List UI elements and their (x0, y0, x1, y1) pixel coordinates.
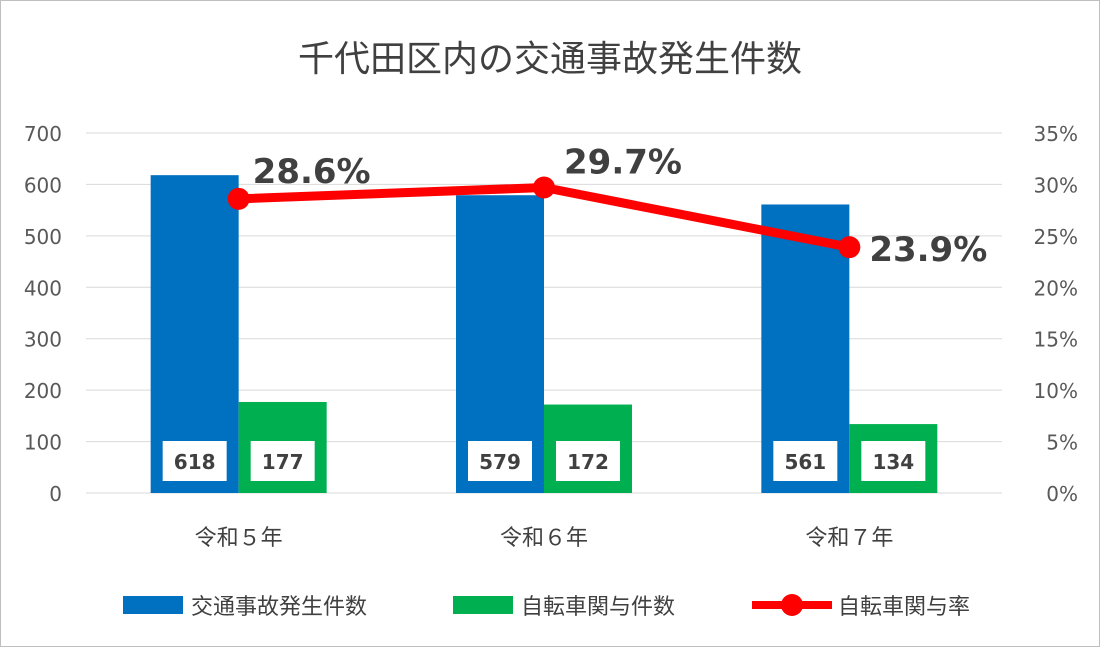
data-label: 134 (872, 450, 914, 474)
x-tick-label: 令和６年 (500, 526, 588, 551)
y-right-tick-label: 30% (1034, 173, 1078, 197)
legend-item-bicycle-involved: 自転車関与件数 (453, 585, 675, 625)
data-label-box (556, 441, 620, 481)
data-label: 618 (174, 450, 216, 474)
rate-label: 23.9% (869, 230, 987, 270)
y-right-tick-label: 5% (1046, 431, 1078, 455)
data-label-box (773, 441, 838, 481)
x-tick-label: 令和７年 (805, 526, 893, 551)
legend-item-bicycle-rate: 自転車関与率 (752, 585, 970, 625)
y-right-tick-label: 25% (1034, 225, 1078, 249)
y-left-tick-label: 700 (24, 122, 62, 146)
data-label: 172 (567, 450, 609, 474)
line-point (227, 187, 250, 210)
y-left-tick-label: 0 (49, 482, 62, 506)
y-left-tick-label: 200 (24, 379, 62, 403)
legend-label-bicycle-involved: 自転車関与件数 (521, 595, 676, 620)
y-left-tick-label: 600 (24, 173, 62, 197)
data-label: 579 (479, 450, 521, 474)
y-right-tick-label: 35% (1034, 122, 1078, 146)
legend-label-traffic-accidents: 交通事故発生件数 (191, 595, 368, 620)
line-point (533, 176, 555, 199)
y-left-tick-label: 100 (24, 431, 62, 455)
chart-title: 千代田区内の交通事故発生件数 (297, 39, 802, 80)
y-right-tick-label: 20% (1034, 276, 1078, 300)
legend-item-traffic-accidents: 交通事故発生件数 (123, 585, 367, 625)
y-left-tick-label: 300 (24, 328, 62, 352)
data-label: 177 (262, 450, 304, 474)
legend-swatch-green (453, 596, 513, 614)
legend-swatch-blue (123, 596, 183, 614)
y-left-tick-label: 500 (24, 225, 62, 249)
data-label-box (861, 441, 926, 481)
rate-label: 28.6% (253, 152, 371, 192)
y-right-tick-label: 0% (1046, 482, 1078, 506)
bar-traffic-accidents (150, 175, 239, 493)
legend-label-bicycle-rate: 自転車関与率 (838, 595, 971, 620)
legend-marker-red-line (752, 585, 832, 625)
data-label-box (468, 441, 532, 481)
data-label: 561 (784, 450, 826, 474)
y-right-tick-label: 10% (1034, 379, 1078, 403)
line-point (838, 236, 861, 259)
chart-legend: 交通事故発生件数 自転車関与件数 自転車関与率 (0, 585, 1100, 625)
data-label-box (162, 441, 227, 481)
y-right-tick-label: 15% (1034, 328, 1078, 352)
rate-label: 29.7% (564, 143, 682, 183)
x-tick-label: 令和５年 (195, 526, 283, 551)
y-left-tick-label: 400 (24, 276, 62, 300)
data-label-box (250, 441, 315, 481)
